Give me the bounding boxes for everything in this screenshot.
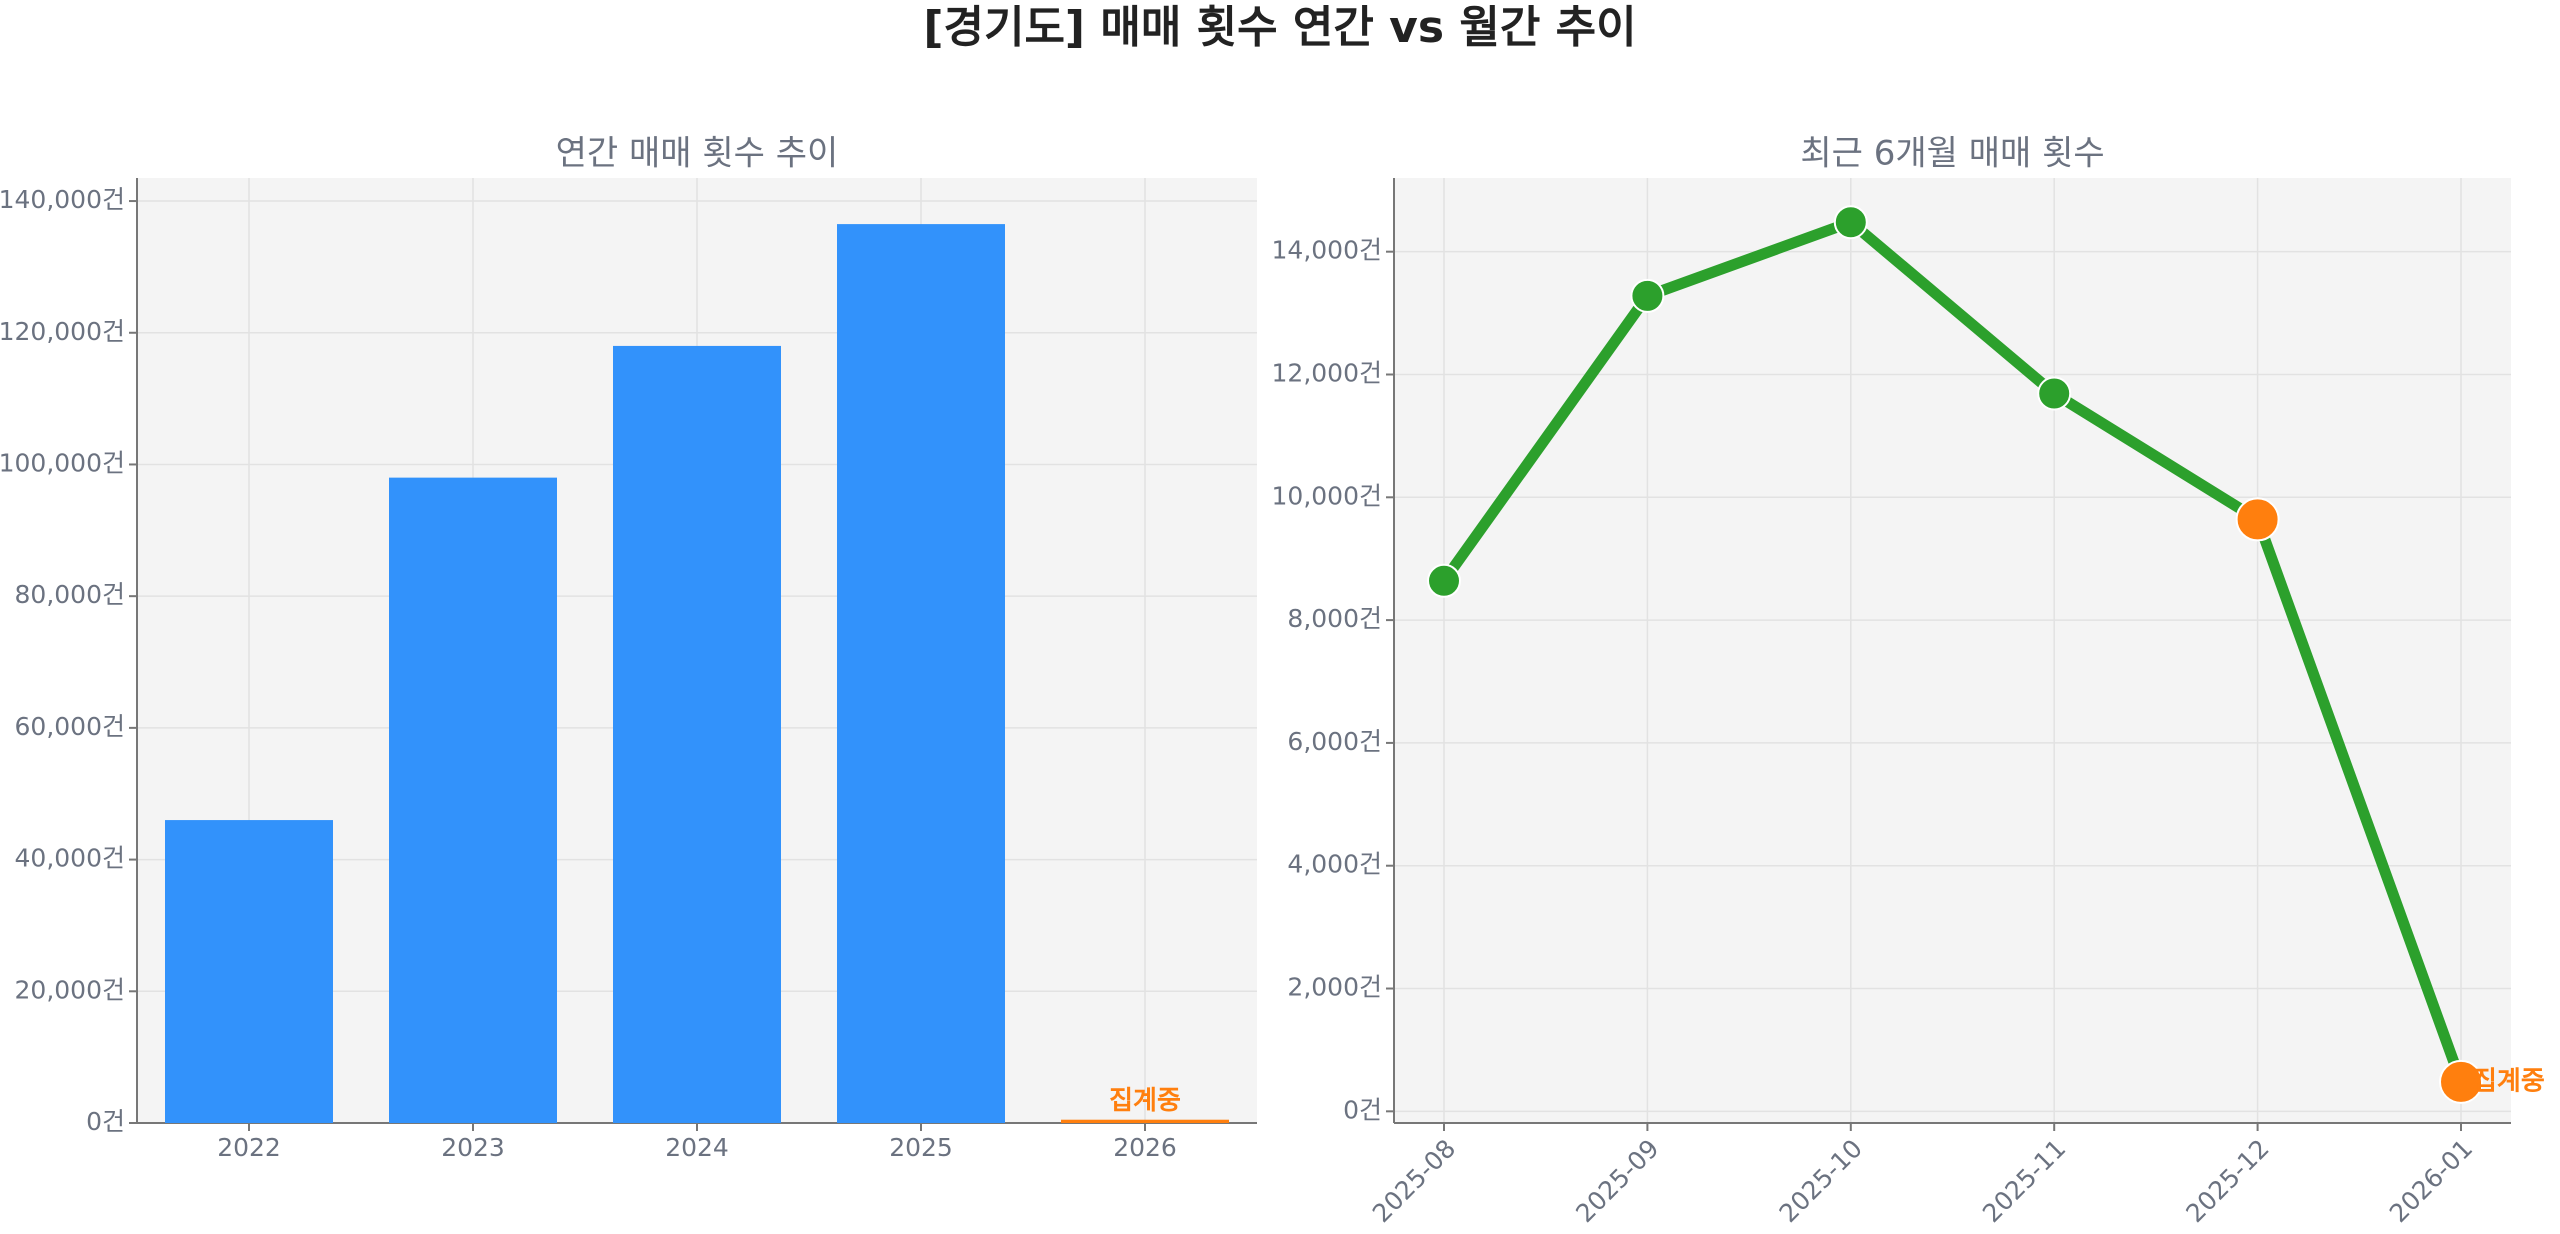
marker bbox=[1427, 563, 1461, 598]
y-tick-label: 0건 bbox=[86, 1107, 125, 1136]
x-tick-label: 2025-09 bbox=[1570, 1134, 1664, 1228]
x-tick-label: 2025-10 bbox=[1774, 1134, 1868, 1228]
x-tick-label: 2025-08 bbox=[1367, 1134, 1461, 1228]
x-tick-label: 2023 bbox=[441, 1133, 505, 1162]
x-tick-label: 2025-11 bbox=[1977, 1134, 2071, 1228]
y-tick-label: 4,000건 bbox=[1287, 850, 1382, 879]
x-tick-label: 2024 bbox=[665, 1133, 729, 1162]
marker bbox=[1833, 205, 1868, 240]
y-tick-label: 8,000건 bbox=[1287, 604, 1382, 633]
annotation: 집계중 bbox=[1109, 1086, 1181, 1116]
marker bbox=[2235, 497, 2280, 542]
y-tick-label: 10,000건 bbox=[1272, 481, 1382, 510]
bar bbox=[613, 345, 781, 1123]
marker bbox=[2037, 376, 2072, 411]
bar bbox=[837, 224, 1005, 1124]
y-tick-label: 100,000건 bbox=[0, 448, 125, 477]
y-tick-label: 12,000건 bbox=[1272, 358, 1382, 387]
marker bbox=[2439, 1059, 2483, 1104]
x-tick-label: 2022 bbox=[217, 1133, 281, 1162]
line bbox=[1439, 216, 2467, 1084]
chart-title: 최근 6개월 매매 횟수 bbox=[1800, 134, 2104, 174]
bar bbox=[1061, 1119, 1229, 1123]
y-tick-label: 40,000건 bbox=[15, 844, 125, 873]
x-tick-label: 2025 bbox=[889, 1133, 953, 1162]
bar bbox=[165, 820, 333, 1123]
y-tick-label: 14,000건 bbox=[1272, 236, 1382, 265]
y-tick-label: 0건 bbox=[1343, 1095, 1382, 1124]
y-tick-label: 80,000건 bbox=[15, 580, 125, 609]
y-tick-label: 20,000건 bbox=[15, 975, 125, 1004]
x-tick-label: 2025-12 bbox=[2180, 1134, 2274, 1228]
annotation: 집계중 bbox=[2473, 1066, 2545, 1096]
x-tick-label: 2026 bbox=[1113, 1133, 1177, 1162]
marker bbox=[1630, 278, 1665, 313]
y-tick-label: 6,000건 bbox=[1287, 727, 1382, 756]
y-tick-label: 2,000건 bbox=[1287, 973, 1382, 1002]
plot-area bbox=[1394, 178, 2511, 1123]
figure-title: [경기도] 매매 횟수 연간 vs 월간 추이 bbox=[923, 2, 1636, 53]
bar bbox=[389, 477, 557, 1123]
chart-title: 연간 매매 횟수 추이 bbox=[556, 134, 839, 174]
y-tick-label: 140,000건 bbox=[0, 185, 125, 214]
y-tick-label: 60,000건 bbox=[15, 712, 125, 741]
x-tick-label: 2026-01 bbox=[2384, 1134, 2478, 1228]
y-tick-label: 120,000건 bbox=[0, 317, 125, 346]
